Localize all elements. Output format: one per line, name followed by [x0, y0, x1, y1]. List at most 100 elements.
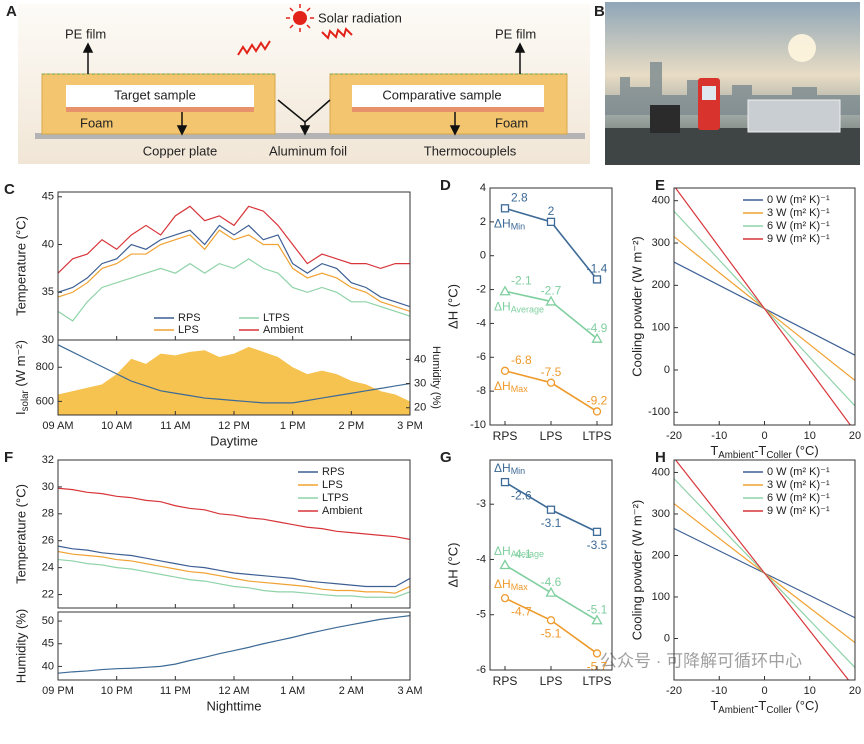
photo-ledge: [605, 128, 860, 165]
y-tick-label: 400: [652, 466, 670, 478]
y-axis-label: Isolar (W m⁻²): [13, 340, 30, 415]
series-name: ΔHAverage: [494, 544, 544, 559]
x-tick-label: 10 PM: [101, 685, 133, 697]
legend-label: 0 W (m² K)⁻¹: [767, 194, 830, 206]
photo-screen: [702, 86, 716, 100]
y2-tick-label: 20: [414, 402, 426, 414]
x-tick-label: 1 AM: [280, 685, 305, 697]
y-tick-label: 32: [42, 454, 54, 466]
x-tick-label: 12 AM: [218, 685, 249, 697]
x-tick-label: 10 AM: [101, 420, 132, 432]
y-tick-label: -6: [476, 664, 486, 676]
y-tick-label: 26: [42, 535, 54, 547]
marker: [546, 217, 556, 227]
x-tick-label: -20: [666, 685, 682, 697]
data-label: -9.2: [587, 394, 608, 408]
plot-area: [674, 460, 855, 680]
x-tick-label: 3 PM: [397, 420, 423, 432]
legend-label: RPS: [178, 312, 201, 324]
panel-label: G: [440, 449, 452, 466]
panel-label: E: [655, 177, 665, 194]
series-line: [58, 550, 410, 594]
copper-label: Copper plate: [143, 143, 217, 158]
x-tick-label: 20: [849, 685, 861, 697]
axes-frame: [57, 611, 411, 681]
marker: [592, 527, 602, 536]
marker: [591, 614, 603, 625]
y-tick-label: 200: [652, 279, 670, 291]
y-tick-label: 100: [652, 322, 670, 334]
data-label: -2.7: [541, 284, 562, 298]
photo: B: [594, 2, 860, 165]
x-axis-label: TAmbient-TColler (°C): [710, 698, 818, 715]
photo-logger: [698, 78, 720, 130]
data-label: -2.1: [511, 273, 532, 287]
y-tick-label: 400: [652, 195, 670, 207]
y-tick-label: 200: [652, 549, 670, 561]
legend-label: 6 W (m² K)⁻¹: [767, 492, 830, 504]
x-axis-label-part: -T: [754, 698, 766, 713]
panel-label: B: [594, 3, 605, 20]
series-name-part: ΔH: [494, 216, 511, 230]
x-tick-label: -20: [666, 430, 682, 442]
setup-diagram: A Solar radiation PE film PE film Target…: [6, 3, 590, 164]
y-tick-label: 50: [42, 615, 54, 627]
target-label: Target sample: [114, 87, 196, 102]
x-tick-label: 10: [804, 685, 816, 697]
x-tick-label: 09 PM: [42, 685, 74, 697]
data-label: -3.5: [587, 538, 608, 552]
legend-label: 9 W (m² K)⁻¹: [767, 233, 830, 245]
sample-base: [66, 107, 254, 112]
marker: [592, 275, 602, 284]
sample: [66, 85, 254, 107]
legend-label: 9 W (m² K)⁻¹: [767, 505, 830, 517]
x-tick-label: 10: [804, 430, 816, 442]
data-label: -4.9: [587, 321, 608, 335]
y-axis-label: ΔH (°C): [445, 284, 460, 329]
marker: [591, 332, 603, 343]
series-line: [58, 615, 410, 674]
marker: [592, 649, 602, 658]
series-line: [58, 558, 410, 598]
series-line: [58, 224, 410, 308]
sun: [293, 11, 307, 25]
marker: [545, 295, 557, 306]
marker: [500, 366, 510, 375]
legend-label: 6 W (m² K)⁻¹: [767, 220, 830, 232]
y-axis-label: Humidity (%): [13, 609, 28, 683]
x-tick-label: LPS: [540, 674, 563, 688]
series-line: [58, 205, 410, 274]
series-name-part: ΔH: [494, 379, 511, 393]
series-line: [58, 487, 410, 540]
data-label: -5.1: [587, 602, 608, 616]
marker: [499, 285, 511, 296]
data-label: -4.1: [511, 547, 532, 561]
y-tick-label: -3: [476, 498, 486, 510]
series-line: [58, 258, 410, 322]
series-line: [674, 188, 852, 425]
series-name: ΔHAverage: [494, 299, 544, 314]
y2-tick-label: 30: [414, 377, 426, 389]
x-axis-label-part: T: [710, 698, 718, 713]
y-axis-label: Cooling powder (W m⁻²): [629, 236, 644, 377]
y-axis-label-part: solar: [20, 389, 31, 411]
y-tick-label: 22: [42, 588, 54, 600]
plot-area: [58, 487, 410, 598]
x-tick-label: 2 PM: [338, 420, 364, 432]
data-label: -1.4: [587, 262, 608, 276]
data-label: -6.8: [511, 353, 532, 367]
data-label: -4.7: [511, 604, 532, 618]
x-tick-label: 1 PM: [280, 420, 306, 432]
y-tick-label: 800: [36, 361, 54, 373]
y-tick-label: -100: [648, 406, 670, 418]
radiation-wave: [237, 40, 271, 56]
legend-label: 3 W (m² K)⁻¹: [767, 479, 830, 491]
y-tick-label: -8: [476, 385, 486, 397]
y-tick-label: -6: [476, 351, 486, 363]
x-tick-label: RPS: [493, 674, 518, 688]
series-name-part: ΔH: [494, 577, 511, 591]
x-tick-label: RPS: [493, 429, 518, 443]
panel-label: D: [440, 177, 451, 194]
series-name: ΔHMin: [494, 216, 525, 231]
y-axis-label-part: I: [13, 411, 28, 415]
